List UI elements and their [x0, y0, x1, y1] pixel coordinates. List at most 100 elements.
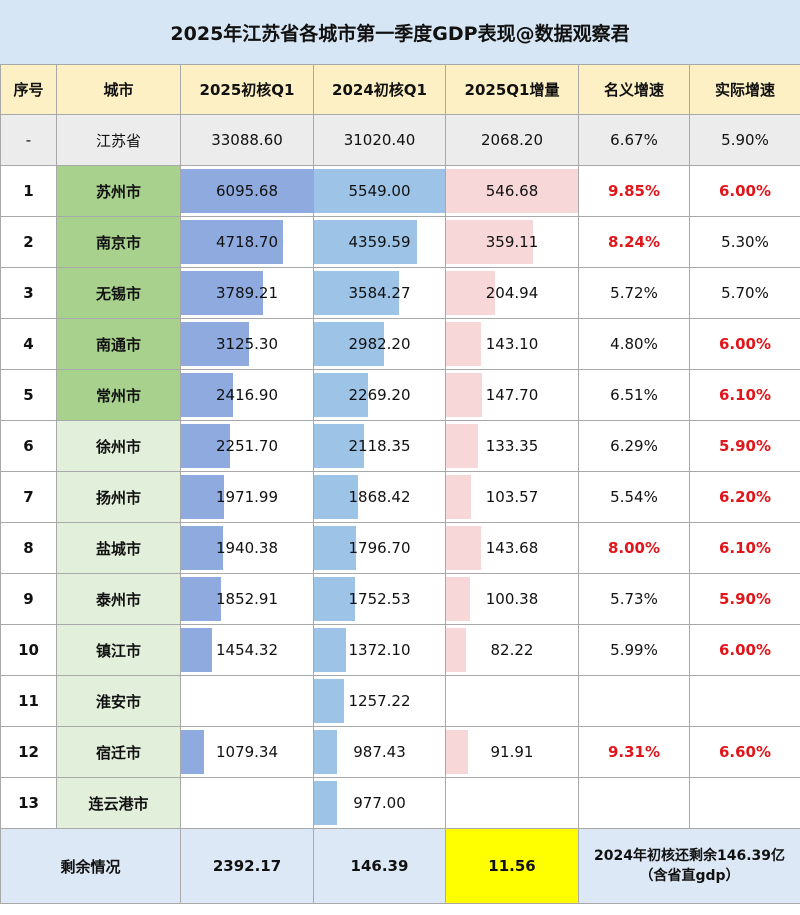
row-city: 淮安市	[56, 675, 181, 727]
gdp-table: 序号 城市 2025初核Q1 2024初核Q1 2025Q1增量 名义增速 实际…	[0, 64, 800, 904]
province-2024q1: 31020.40	[313, 114, 446, 166]
row-2025q1: 2251.70	[180, 420, 314, 472]
province-name: 江苏省	[56, 114, 181, 166]
row-2025q1-bar	[181, 526, 224, 570]
remainder-increase: 11.56	[445, 828, 579, 904]
row-2025q1: 1454.32	[180, 624, 314, 676]
row-2024q1-bar	[314, 475, 359, 519]
province-2025q1: 33088.60	[180, 114, 314, 166]
row-2025q1-bar	[181, 169, 313, 213]
row-2024q1-bar	[314, 424, 364, 468]
row-increase: 82.22	[445, 624, 579, 676]
row-2025q1	[180, 777, 314, 829]
row-2024q1-value: 1257.22	[348, 692, 411, 710]
row-nominal-growth: 6.29%	[578, 420, 690, 472]
row-2025q1-value: 1971.99	[215, 488, 279, 506]
header-real-growth: 实际增速	[689, 64, 800, 115]
row-increase-bar	[446, 322, 481, 366]
row-increase-bar	[446, 628, 466, 672]
row-nominal-growth: 8.00%	[578, 522, 690, 574]
table-row: 1 苏州市 6095.68 5549.00 546.68 9.85% 6.00%	[0, 165, 800, 217]
header-city: 城市	[56, 64, 181, 115]
row-2024q1-bar	[314, 577, 356, 621]
row-index: 12	[0, 726, 57, 778]
row-2025q1: 2416.90	[180, 369, 314, 421]
row-2024q1-bar	[314, 679, 344, 723]
row-nominal-growth: 8.24%	[578, 216, 690, 268]
header-2025q1: 2025初核Q1	[180, 64, 314, 115]
row-index: 11	[0, 675, 57, 727]
row-2025q1-value: 1079.34	[215, 743, 279, 761]
row-2024q1-value: 977.00	[353, 794, 406, 812]
row-real-growth: 6.00%	[689, 624, 800, 676]
row-real-growth	[689, 675, 800, 727]
remainder-2025q1: 2392.17	[180, 828, 314, 904]
row-nominal-growth: 6.51%	[578, 369, 690, 421]
row-2024q1-bar	[314, 271, 399, 315]
row-2024q1-value: 5549.00	[348, 182, 411, 200]
row-2024q1: 2982.20	[313, 318, 446, 370]
row-real-growth: 6.10%	[689, 369, 800, 421]
row-increase-value: 133.35	[485, 437, 539, 455]
row-2025q1-value: 3789.21	[215, 284, 279, 302]
row-increase: 546.68	[445, 165, 579, 217]
row-increase-value: 82.22	[490, 641, 534, 659]
table-row: 8 盐城市 1940.38 1796.70 143.68 8.00% 6.10%	[0, 522, 800, 574]
row-increase	[445, 777, 579, 829]
row-nominal-growth: 9.31%	[578, 726, 690, 778]
row-increase: 359.11	[445, 216, 579, 268]
row-2024q1: 1796.70	[313, 522, 446, 574]
table-row: 13 连云港市 977.00	[0, 777, 800, 829]
row-2024q1: 977.00	[313, 777, 446, 829]
province-increase: 2068.20	[445, 114, 579, 166]
table-row: 10 镇江市 1454.32 1372.10 82.22 5.99% 6.00%	[0, 624, 800, 676]
row-city: 宿迁市	[56, 726, 181, 778]
row-2025q1-bar	[181, 424, 230, 468]
row-index: 5	[0, 369, 57, 421]
row-increase: 133.35	[445, 420, 579, 472]
row-increase-bar	[446, 730, 469, 774]
row-city: 南通市	[56, 318, 181, 370]
row-2025q1: 1079.34	[180, 726, 314, 778]
row-increase: 103.57	[445, 471, 579, 523]
row-index: 8	[0, 522, 57, 574]
table-row: 7 扬州市 1971.99 1868.42 103.57 5.54% 6.20%	[0, 471, 800, 523]
row-increase-bar	[446, 169, 578, 213]
row-2024q1-bar	[314, 628, 347, 672]
row-increase-bar	[446, 220, 533, 264]
row-2024q1: 5549.00	[313, 165, 446, 217]
row-real-growth: 6.10%	[689, 522, 800, 574]
row-2024q1-value: 1868.42	[348, 488, 411, 506]
row-2024q1-bar	[314, 526, 357, 570]
row-increase-value: 147.70	[485, 386, 539, 404]
row-city: 徐州市	[56, 420, 181, 472]
header-increase: 2025Q1增量	[445, 64, 579, 115]
row-2024q1: 1868.42	[313, 471, 446, 523]
row-increase-value: 103.57	[485, 488, 539, 506]
row-2024q1-bar	[314, 322, 385, 366]
row-2025q1-bar	[181, 577, 222, 621]
row-2024q1: 2118.35	[313, 420, 446, 472]
row-2025q1-bar	[181, 373, 234, 417]
row-nominal-growth: 5.99%	[578, 624, 690, 676]
row-city: 南京市	[56, 216, 181, 268]
row-nominal-growth: 5.73%	[578, 573, 690, 625]
row-2025q1: 1971.99	[180, 471, 314, 523]
row-increase-value: 100.38	[485, 590, 539, 608]
row-increase: 143.68	[445, 522, 579, 574]
header-nominal-growth: 名义增速	[578, 64, 690, 115]
row-2025q1-bar	[181, 475, 224, 519]
row-increase-value: 204.94	[485, 284, 539, 302]
table-row: 2 南京市 4718.70 4359.59 359.11 8.24% 5.30%	[0, 216, 800, 268]
row-increase: 204.94	[445, 267, 579, 319]
row-2024q1: 1752.53	[313, 573, 446, 625]
row-real-growth: 6.20%	[689, 471, 800, 523]
row-index: 2	[0, 216, 57, 268]
row-2025q1-value: 3125.30	[215, 335, 279, 353]
row-nominal-growth: 9.85%	[578, 165, 690, 217]
row-2024q1-value: 4359.59	[348, 233, 411, 251]
row-index: 4	[0, 318, 57, 370]
row-2024q1-bar	[314, 169, 445, 213]
header-row: 序号 城市 2025初核Q1 2024初核Q1 2025Q1增量 名义增速 实际…	[0, 64, 800, 115]
